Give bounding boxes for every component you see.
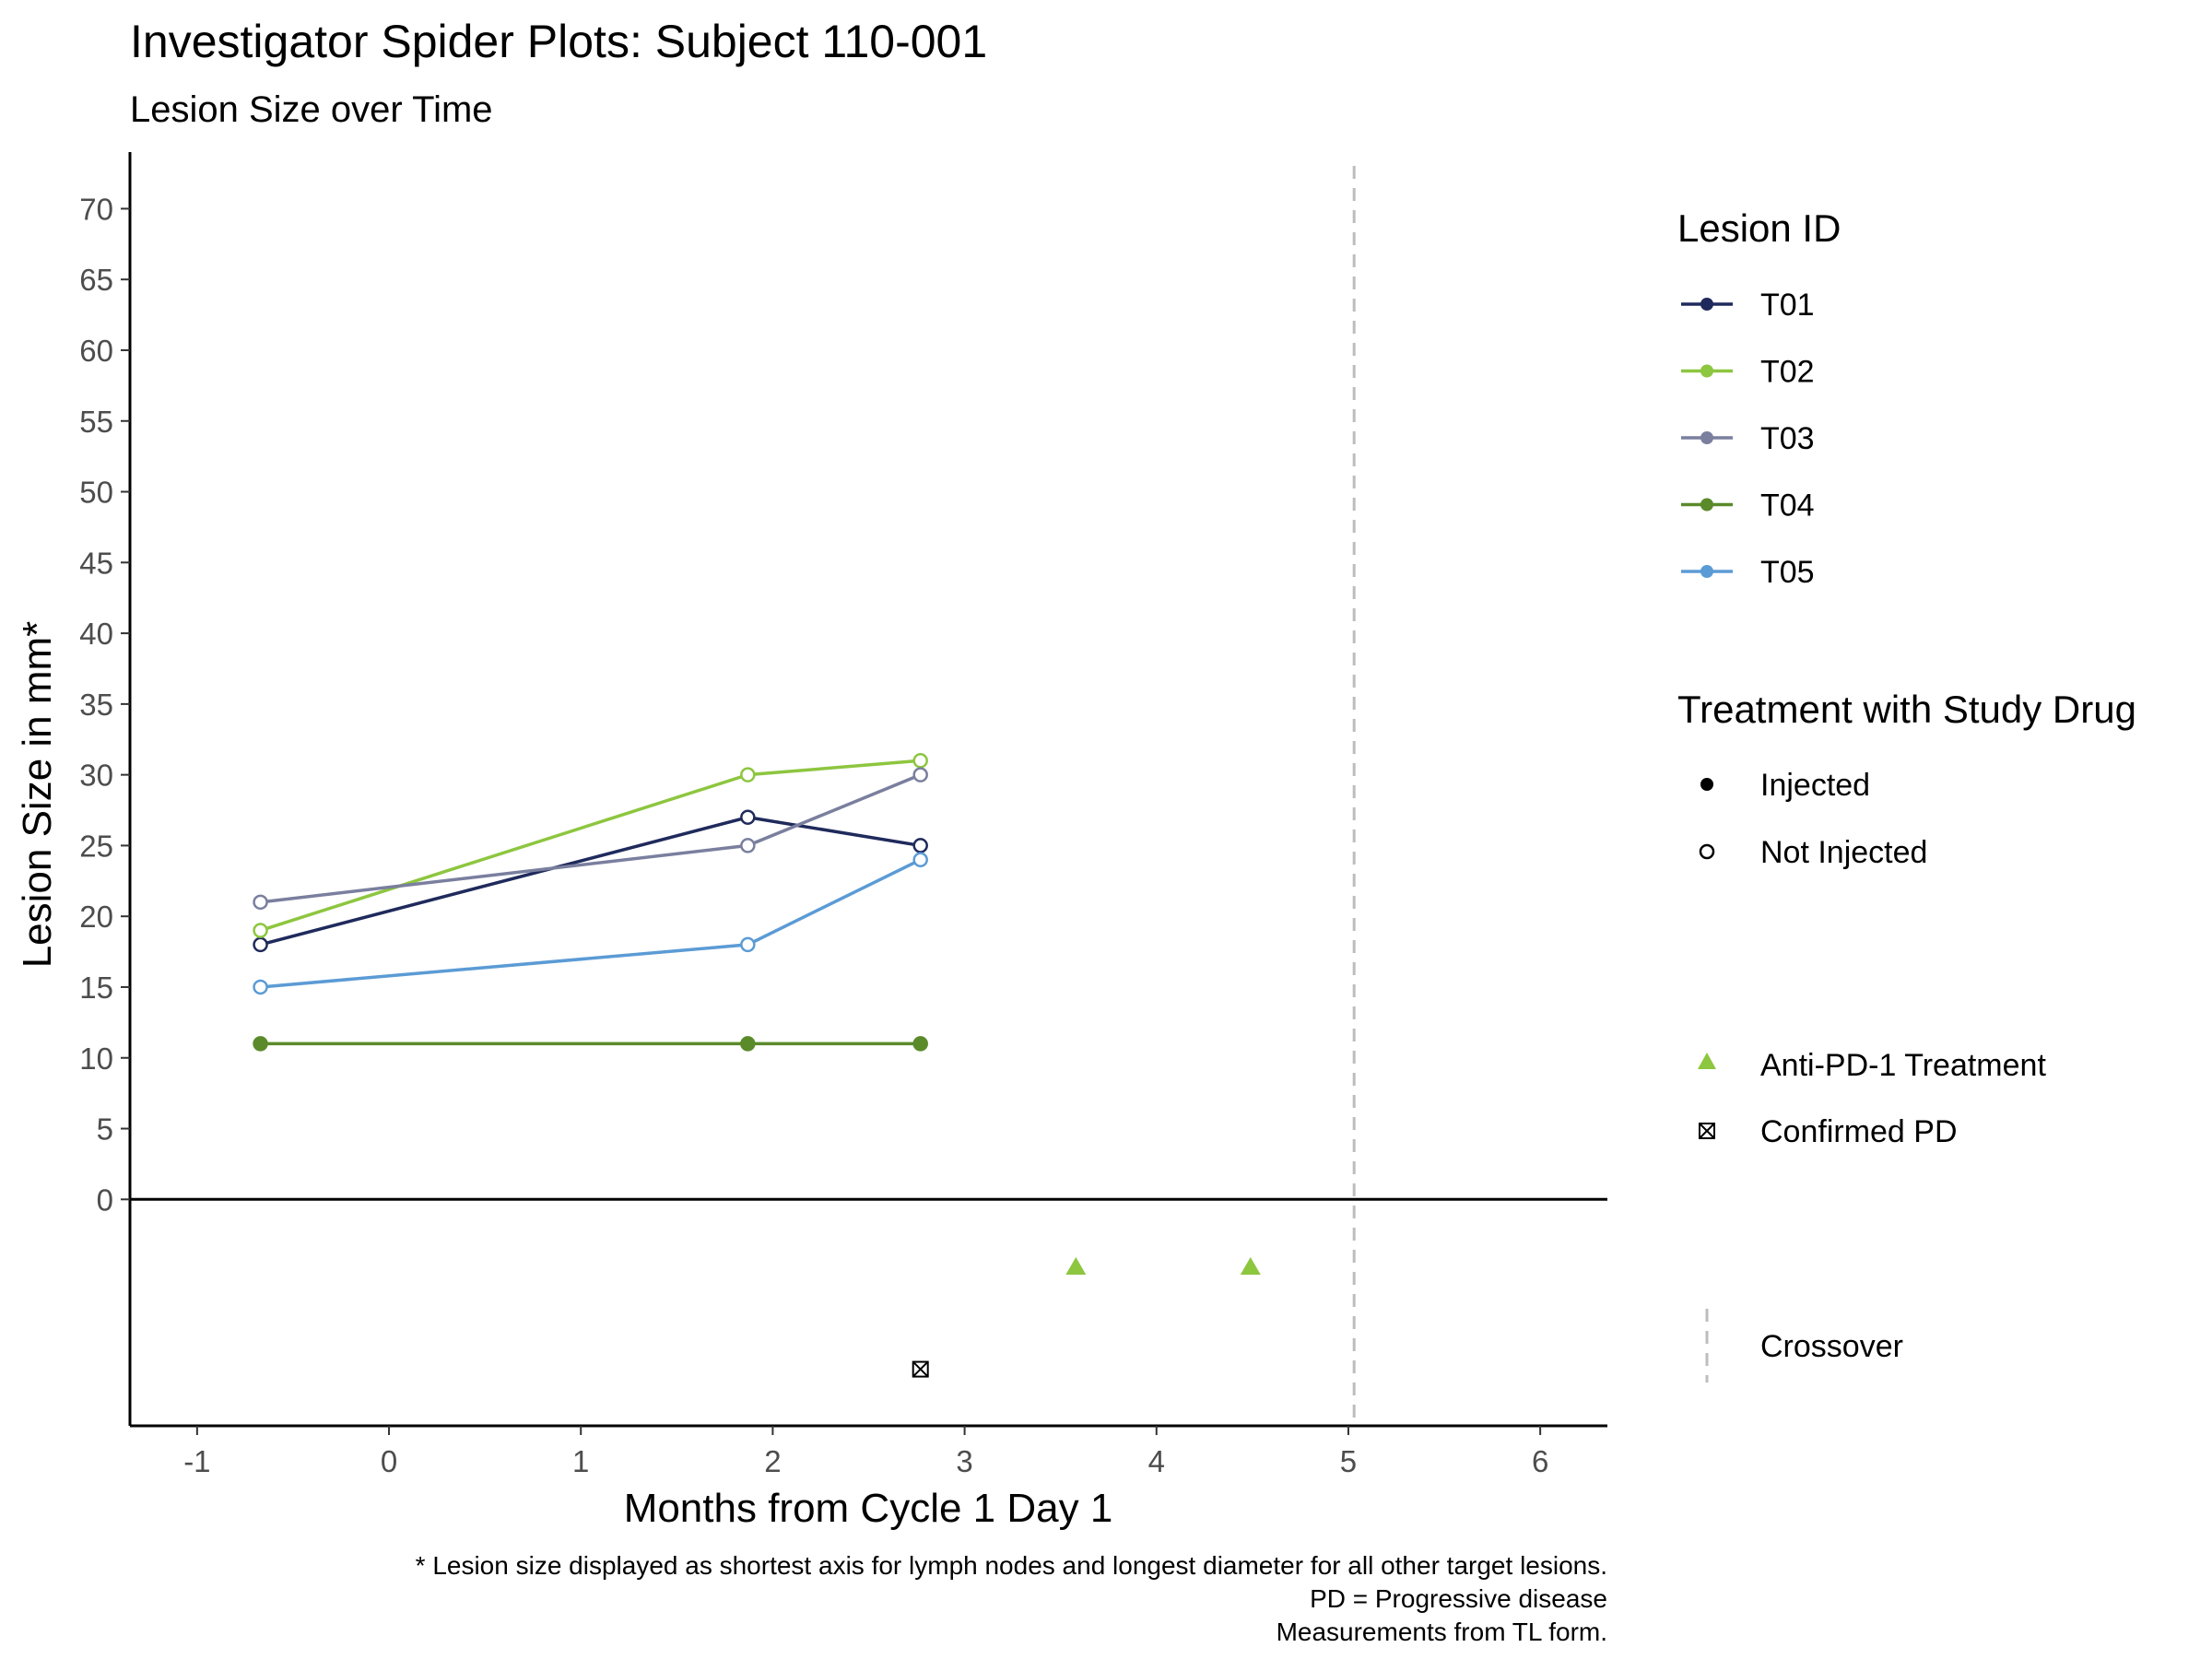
legend-label-injected: Injected [1760, 768, 1870, 803]
legend-label-confirmed-pd: Confirmed PD [1760, 1114, 1958, 1149]
caption: * Lesion size displayed as shortest axis… [416, 1551, 1607, 1646]
data-point-t03 [912, 767, 928, 782]
x-tick-label: 0 [381, 1444, 397, 1478]
data-point-t01 [912, 838, 928, 853]
legend-title-lesion-id: Lesion ID [1677, 206, 1841, 250]
legend-label-t04: T04 [1760, 488, 1815, 524]
legend-label-t03: T03 [1760, 421, 1815, 456]
y-tick-label: 55 [79, 405, 113, 439]
y-tick-label: 20 [79, 900, 113, 934]
anti-pd1-treatment-marker [1240, 1257, 1261, 1276]
x-tick-label: 2 [764, 1444, 781, 1478]
series-line-t05 [260, 858, 922, 989]
data-point-t03 [740, 838, 756, 853]
anti-pd1-treatment-marker [1065, 1257, 1087, 1276]
caption-line-1: * Lesion size displayed as shortest axis… [416, 1551, 1607, 1580]
x-tick-label: 5 [1340, 1444, 1357, 1478]
y-tick-label: 5 [97, 1112, 113, 1147]
confirmed-pd-marker [912, 1360, 929, 1378]
data-point-t04 [912, 1036, 928, 1052]
x-tick-label: 1 [572, 1444, 589, 1478]
y-axis-title: Lesion Size in mm* [15, 621, 60, 969]
plot-area [130, 166, 1607, 1426]
series-line-t03 [260, 773, 922, 904]
legend-key-anti-pd1-treatment [1698, 1053, 1716, 1069]
confirmed-pd-cross [1699, 1123, 1715, 1139]
data-point-t02 [740, 767, 756, 782]
legend-key-point-t02 [1700, 364, 1713, 378]
legend-label-not-injected: Not Injected [1760, 835, 1927, 870]
data-point-t03 [253, 894, 268, 911]
data-point-t05 [253, 979, 268, 995]
y-tick-label: 15 [79, 971, 113, 1005]
data-point-t04 [253, 1036, 268, 1052]
y-tick-label: 50 [79, 476, 113, 510]
y-tick-label: 25 [79, 829, 113, 863]
data-point-t02 [253, 923, 268, 938]
y-tick-label: 60 [79, 334, 113, 368]
data-point-t01 [253, 936, 268, 953]
x-axis-title: Months from Cycle 1 Day 1 [624, 1486, 1113, 1531]
y-tick-label: 40 [79, 617, 113, 651]
y-tick-label: 35 [79, 688, 113, 722]
x-tick-label: 4 [1148, 1444, 1165, 1478]
y-tick-label: 45 [79, 546, 113, 580]
y-tick-label: 0 [97, 1182, 113, 1217]
legend-key-point-t05 [1700, 565, 1713, 578]
confirmed-pd-cross [912, 1360, 929, 1378]
chart-title: Investigator Spider Plots: Subject 110-0… [130, 16, 987, 67]
data-point-t04 [740, 1036, 756, 1052]
legend-key-point-t03 [1700, 431, 1713, 444]
legend-label-t05: T05 [1760, 555, 1815, 590]
y-tick-label: 70 [79, 192, 113, 226]
data-point-t01 [740, 809, 756, 825]
legend-label-t02: T02 [1760, 355, 1815, 390]
legend-label-crossover: Crossover [1760, 1329, 1903, 1364]
x-tick-label: 6 [1532, 1444, 1548, 1478]
legend-key-point-t01 [1700, 298, 1713, 311]
legend-label-t01: T01 [1760, 288, 1815, 323]
x-tick-label: 3 [956, 1444, 972, 1478]
data-point-t02 [912, 753, 928, 769]
legend-label-anti-pd1-treatment: Anti-PD-1 Treatment [1760, 1048, 2046, 1083]
y-tick-label: 10 [79, 1041, 113, 1076]
data-point-t05 [912, 852, 928, 868]
legend-key-injected [1700, 778, 1713, 791]
legend-key-point-t04 [1700, 498, 1713, 512]
series-line-t02 [260, 759, 921, 933]
legend: Lesion ID T01 T02 T03 T04 T05 Treatment with S… [1677, 206, 2136, 1382]
series-line-t01 [260, 815, 921, 947]
legend-key-not-injected [1699, 843, 1715, 860]
data-point-t05 [740, 936, 756, 953]
chart-subtitle: Lesion Size over Time [130, 89, 493, 130]
y-tick-label: 65 [79, 263, 113, 297]
caption-line-2: PD = Progressive disease [1310, 1584, 1607, 1613]
legend-title-treatment: Treatment with Study Drug [1677, 688, 2136, 731]
caption-line-3: Measurements from TL form. [1277, 1618, 1607, 1646]
y-tick-label: 30 [79, 759, 113, 793]
x-tick-label: -1 [183, 1444, 210, 1478]
legend-key-confirmed-pd [1699, 1123, 1715, 1139]
